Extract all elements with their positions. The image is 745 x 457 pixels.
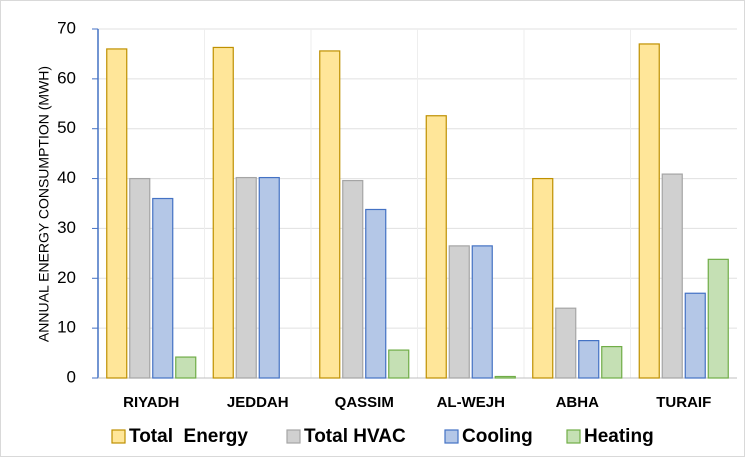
bar <box>555 307 577 379</box>
bar <box>388 349 410 379</box>
bar <box>578 340 600 379</box>
bar <box>425 115 447 379</box>
y-tick-label: 40 <box>57 168 76 187</box>
bar <box>365 208 387 379</box>
bar <box>684 292 706 379</box>
x-tick-label: TURAIF <box>656 394 711 411</box>
x-tick-label: ABHA <box>556 394 599 411</box>
y-tick-label: 0 <box>67 367 76 386</box>
legend-swatch <box>111 429 126 444</box>
y-tick-label: 10 <box>57 318 76 337</box>
bar <box>448 245 470 379</box>
y-tick-label: 50 <box>57 118 76 137</box>
y-tick-label: 70 <box>57 18 76 37</box>
bar <box>152 197 174 379</box>
bar <box>471 245 493 379</box>
y-tick-label: 60 <box>57 68 76 87</box>
x-tick-label: QASSIM <box>335 394 394 411</box>
bar <box>342 179 364 379</box>
legend-label: Cooling <box>462 426 533 447</box>
y-tick-label: 30 <box>57 218 76 237</box>
bar <box>661 173 683 379</box>
y-axis-label: ANNUAL ENERGY CONSUMPTION (MWH) <box>36 66 52 342</box>
bar <box>212 46 234 379</box>
legend-label: Total HVAC <box>304 426 406 447</box>
x-tick-label: AL-WEJH <box>437 394 505 411</box>
bar <box>235 176 257 379</box>
bar <box>129 177 151 379</box>
bar <box>707 258 729 379</box>
legend-swatch <box>444 429 459 444</box>
x-tick-label: JEDDAH <box>227 394 289 411</box>
bar <box>319 50 341 379</box>
bar <box>258 176 280 379</box>
legend-swatch <box>566 429 581 444</box>
legend-label: Heating <box>584 426 654 447</box>
x-tick-label: RIYADH <box>123 394 179 411</box>
bar <box>638 43 660 379</box>
bar <box>106 48 128 379</box>
bar <box>494 375 516 379</box>
bar <box>601 345 623 379</box>
legend-label: Total Energy <box>129 426 248 447</box>
bar <box>175 356 197 379</box>
legend-swatch <box>286 429 301 444</box>
bar <box>532 177 554 379</box>
y-tick-label: 20 <box>57 268 76 287</box>
